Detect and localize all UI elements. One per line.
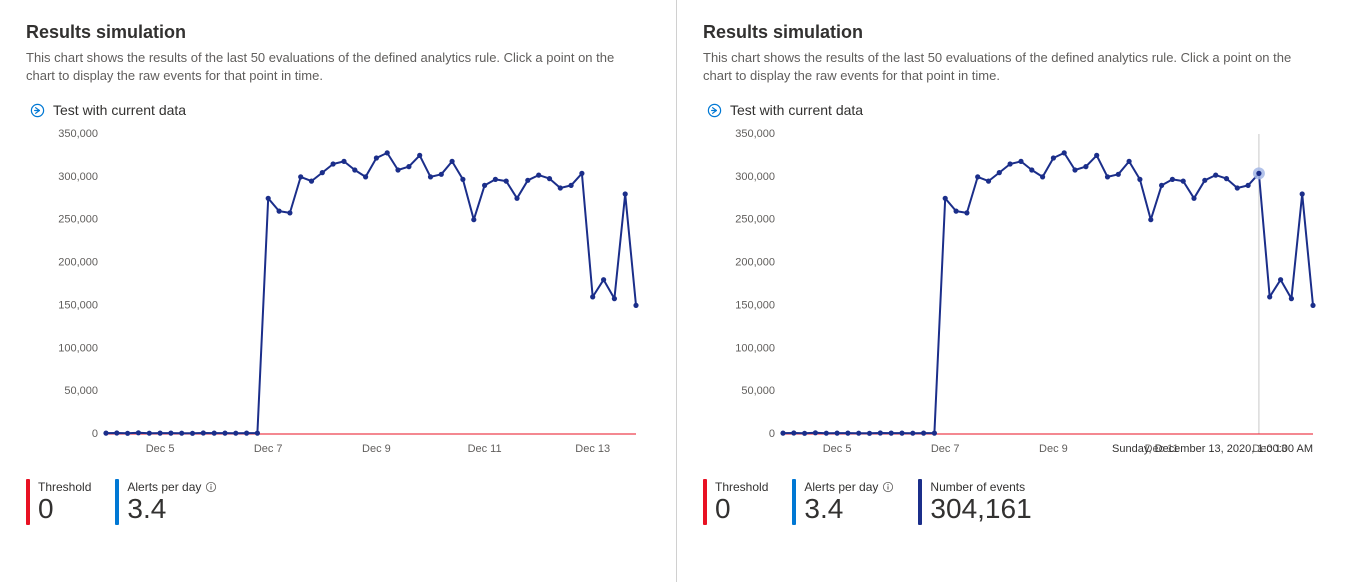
test-with-current-data-link[interactable]: Test with current data xyxy=(707,102,863,118)
stat-value: 304,161 xyxy=(930,495,1031,523)
stat-value: 3.4 xyxy=(127,495,217,523)
stat-color-bar xyxy=(918,479,922,525)
stat-color-bar xyxy=(792,479,796,525)
section-title: Results simulation xyxy=(703,22,1327,43)
test-link-label: Test with current data xyxy=(730,102,863,118)
section-title: Results simulation xyxy=(26,22,650,43)
stat-value: 3.4 xyxy=(804,495,894,523)
info-icon[interactable] xyxy=(205,481,217,493)
svg-text:200,000: 200,000 xyxy=(58,257,98,269)
stat-threshold: Threshold 0 xyxy=(26,479,91,525)
svg-text:Dec 9: Dec 9 xyxy=(362,443,391,455)
svg-text:150,000: 150,000 xyxy=(58,300,98,312)
stats-row: Threshold 0 Alerts per day 3.4 xyxy=(26,479,650,525)
svg-text:0: 0 xyxy=(769,428,775,440)
svg-text:50,000: 50,000 xyxy=(741,385,775,397)
stat-value: 0 xyxy=(715,495,768,523)
stat-color-bar xyxy=(115,479,119,525)
stat-value: 0 xyxy=(38,495,91,523)
stat-alerts: Alerts per day 3.4 xyxy=(792,479,894,525)
svg-text:300,000: 300,000 xyxy=(735,171,775,183)
svg-text:Dec 7: Dec 7 xyxy=(931,443,960,455)
svg-text:0: 0 xyxy=(92,428,98,440)
stat-color-bar xyxy=(703,479,707,525)
svg-text:350,000: 350,000 xyxy=(58,128,98,140)
svg-text:Dec 9: Dec 9 xyxy=(1039,443,1068,455)
svg-text:Sunday, December 13, 2020, 1:0: Sunday, December 13, 2020, 1:00:00 AM xyxy=(1112,443,1313,455)
stats-row: Threshold 0 Alerts per day 3.4 Number of eve… xyxy=(703,479,1327,525)
stat-events: Number of events 304,161 xyxy=(918,479,1031,525)
circle-arrow-right-icon xyxy=(30,103,45,118)
svg-text:350,000: 350,000 xyxy=(735,128,775,140)
svg-text:200,000: 200,000 xyxy=(735,257,775,269)
svg-text:Dec 13: Dec 13 xyxy=(575,443,610,455)
stat-color-bar xyxy=(26,479,30,525)
svg-text:100,000: 100,000 xyxy=(58,342,98,354)
svg-text:300,000: 300,000 xyxy=(58,171,98,183)
stat-alerts: Alerts per day 3.4 xyxy=(115,479,217,525)
results-chart[interactable]: 0 50,000 100,000 150,000 200,000 250,000 300,0… xyxy=(26,126,646,471)
stat-label: Threshold xyxy=(715,481,768,493)
stat-threshold: Threshold 0 xyxy=(703,479,768,525)
stat-label: Alerts per day xyxy=(127,481,217,493)
svg-text:Dec 5: Dec 5 xyxy=(146,443,175,455)
svg-text:250,000: 250,000 xyxy=(735,214,775,226)
stat-label: Alerts per day xyxy=(804,481,894,493)
svg-text:250,000: 250,000 xyxy=(58,214,98,226)
svg-text:Dec 11: Dec 11 xyxy=(468,443,502,455)
svg-text:Dec 7: Dec 7 xyxy=(254,443,283,455)
page: Results simulation This chart shows the r… xyxy=(0,0,1353,582)
stat-label: Number of events xyxy=(930,481,1031,493)
svg-text:100,000: 100,000 xyxy=(735,342,775,354)
circle-arrow-right-icon xyxy=(707,103,722,118)
svg-text:Dec 5: Dec 5 xyxy=(823,443,852,455)
panel-right: Results simulation This chart shows the r… xyxy=(677,0,1353,582)
panel-left: Results simulation This chart shows the r… xyxy=(0,0,676,582)
section-description: This chart shows the results of the last… xyxy=(26,49,626,84)
info-icon[interactable] xyxy=(882,481,894,493)
svg-text:50,000: 50,000 xyxy=(64,385,98,397)
test-link-label: Test with current data xyxy=(53,102,186,118)
svg-text:150,000: 150,000 xyxy=(735,300,775,312)
section-description: This chart shows the results of the last… xyxy=(703,49,1303,84)
stat-label: Threshold xyxy=(38,481,91,493)
test-with-current-data-link[interactable]: Test with current data xyxy=(30,102,186,118)
results-chart[interactable]: 0 50,000 100,000 150,000 200,000 250,000 300,0… xyxy=(703,126,1323,471)
